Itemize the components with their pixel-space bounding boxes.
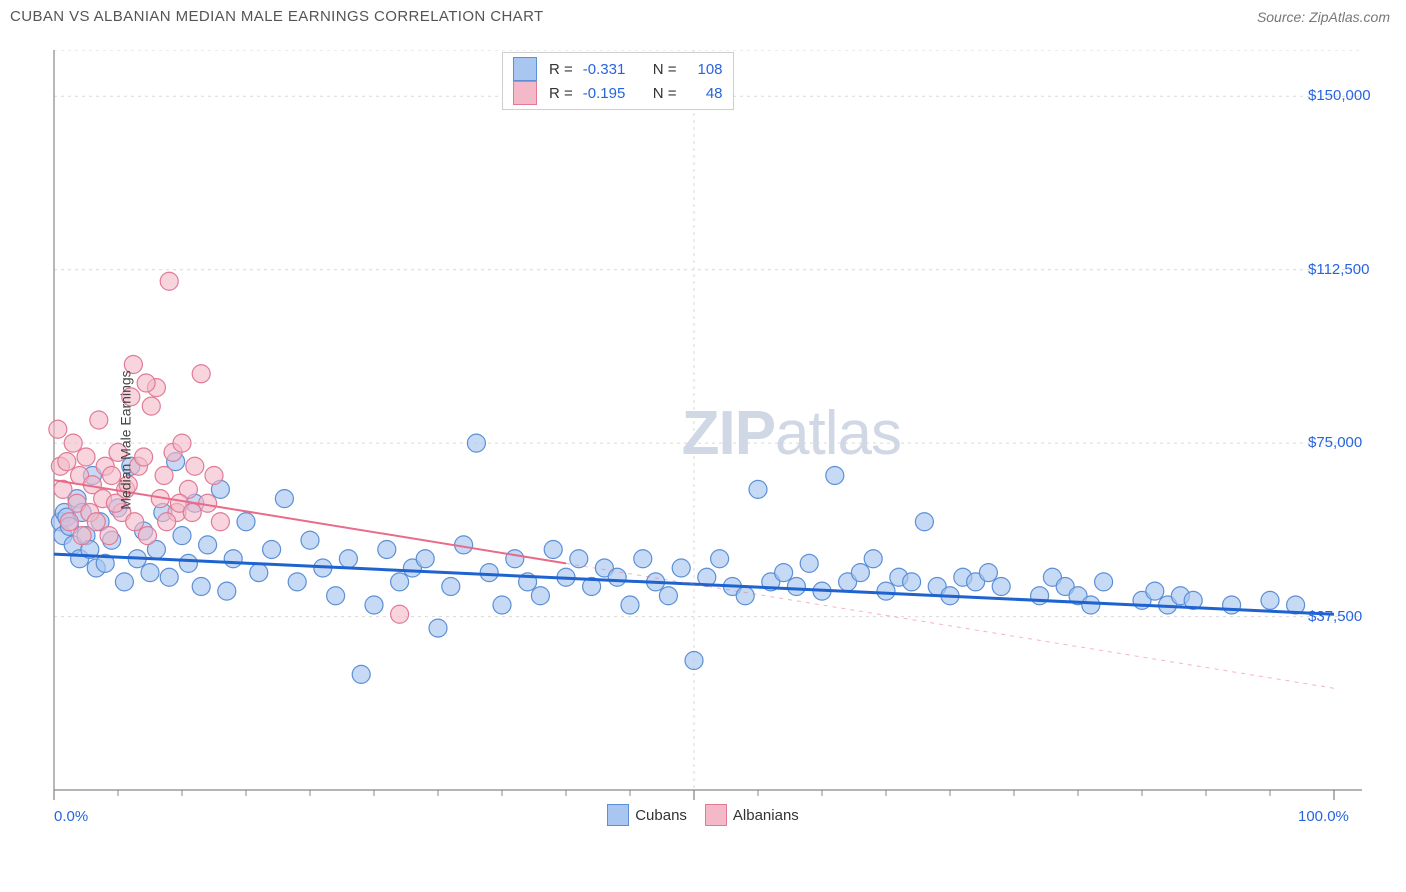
r-value: -0.195 [583, 85, 635, 102]
y-tick-label: $150,000 [1308, 87, 1371, 104]
y-tick-label: $37,500 [1308, 608, 1362, 625]
plot-area: Median Male Earnings [48, 50, 1388, 830]
legend-swatch [513, 57, 537, 81]
n-value: 48 [689, 85, 723, 102]
r-label: R = [549, 85, 573, 102]
legend-swatch [705, 804, 727, 826]
legend-row: R = -0.195 N = 48 [513, 81, 723, 105]
legend-item: Cubans [607, 804, 687, 826]
r-value: -0.331 [583, 61, 635, 78]
y-tick-label: $75,000 [1308, 434, 1362, 451]
r-label: R = [549, 61, 573, 78]
n-label: N = [653, 61, 677, 78]
x-axis-label-max: 100.0% [1298, 808, 1349, 825]
series-legend: Cubans Albanians [0, 804, 1406, 826]
y-axis-label: Median Male Earnings [118, 370, 134, 509]
scatter-svg [48, 50, 1368, 830]
chart-title: CUBAN VS ALBANIAN MEDIAN MALE EARNINGS C… [10, 8, 544, 25]
source-label: Source: ZipAtlas.com [1257, 9, 1390, 25]
legend-swatch [513, 81, 537, 105]
legend-label: Cubans [635, 807, 687, 824]
chart-header: CUBAN VS ALBANIAN MEDIAN MALE EARNINGS C… [0, 0, 1406, 31]
correlation-legend: R = -0.331 N = 108 R = -0.195 N = 48 [502, 52, 734, 110]
y-tick-label: $112,500 [1308, 261, 1369, 278]
n-value: 108 [689, 61, 723, 78]
x-axis-label-min: 0.0% [54, 808, 88, 825]
legend-swatch [607, 804, 629, 826]
legend-label: Albanians [733, 807, 799, 824]
legend-item: Albanians [705, 804, 799, 826]
n-label: N = [653, 85, 677, 102]
legend-row: R = -0.331 N = 108 [513, 57, 723, 81]
